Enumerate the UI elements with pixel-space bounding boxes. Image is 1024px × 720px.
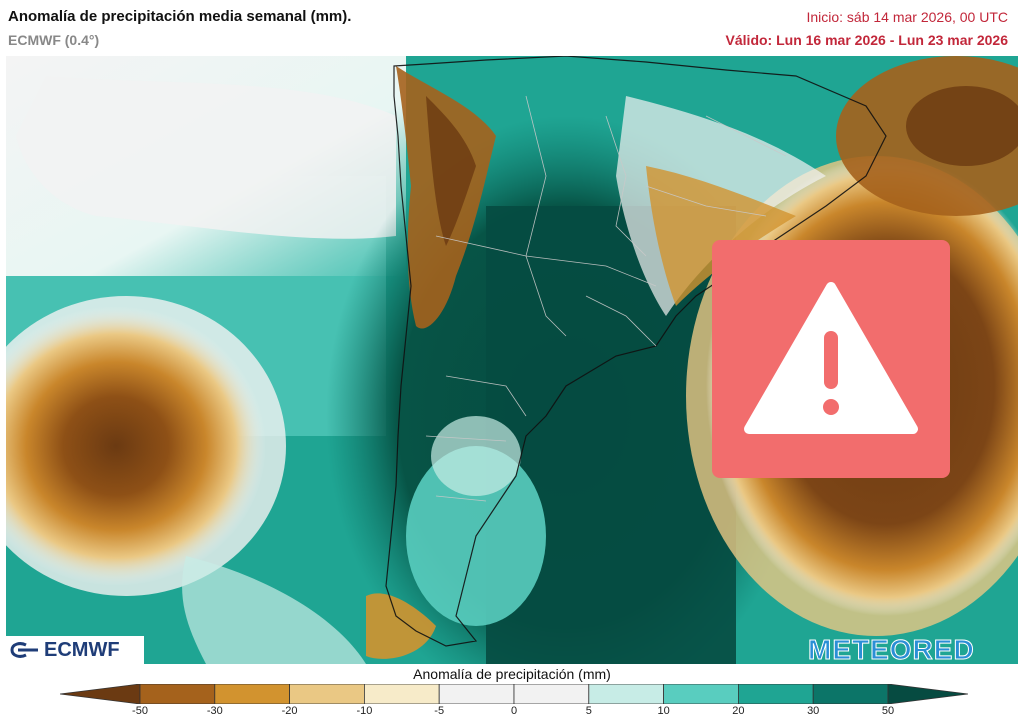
legend-swatch — [438, 684, 515, 704]
continent-outline — [385, 56, 887, 647]
legend-swatch — [738, 684, 814, 704]
legend-tick-label: -30 — [206, 705, 223, 717]
init-time: Inicio: sáb 14 mar 2026, 00 UTC — [806, 9, 1008, 25]
legend-swatch — [363, 684, 440, 704]
warning-triangle-icon — [744, 282, 918, 434]
legend-swatch — [289, 684, 365, 704]
legend-tick-label: 50 — [881, 705, 895, 717]
legend-swatch — [513, 684, 590, 704]
legend-tick-label: -5 — [434, 705, 445, 717]
legend-tick-label: 10 — [657, 705, 670, 717]
country-borders — [425, 95, 787, 502]
legend-swatch — [663, 684, 739, 704]
meteored-logo: METEORED — [808, 634, 975, 666]
legend-title: Anomalía de precipitación (mm) — [413, 666, 611, 682]
ecmwf-mark-icon — [10, 642, 38, 658]
legend-swatch — [214, 684, 291, 704]
legend-arrow-low — [60, 684, 141, 704]
legend-swatch — [588, 684, 664, 704]
legend-swatch — [139, 684, 216, 704]
warning-overlay — [712, 240, 950, 478]
legend-tick-label: 0 — [510, 705, 518, 717]
valid-period: Válido: Lun 16 mar 2026 - Lun 23 mar 202… — [725, 32, 1008, 48]
legend-arrow-high — [887, 684, 968, 704]
map-title: Anomalía de precipitación media semanal … — [8, 8, 352, 25]
legend-tick-label: -20 — [281, 705, 298, 717]
legend-tick-label: 20 — [732, 705, 745, 717]
map-canvas — [6, 56, 1018, 664]
legend-tick-label: 30 — [807, 705, 820, 717]
legend-tick-label: -10 — [356, 705, 373, 717]
model-label: ECMWF (0.4°) — [8, 32, 100, 48]
ecmwf-logo-text: ECMWF — [44, 638, 120, 661]
legend-tick-label: -50 — [132, 705, 148, 717]
precipitation-anomaly-map — [6, 56, 1018, 664]
legend-swatch — [812, 684, 889, 704]
legend-tick-label: 5 — [585, 705, 592, 717]
color-legend — [60, 684, 968, 704]
ecmwf-logo: ECMWF — [6, 636, 144, 664]
